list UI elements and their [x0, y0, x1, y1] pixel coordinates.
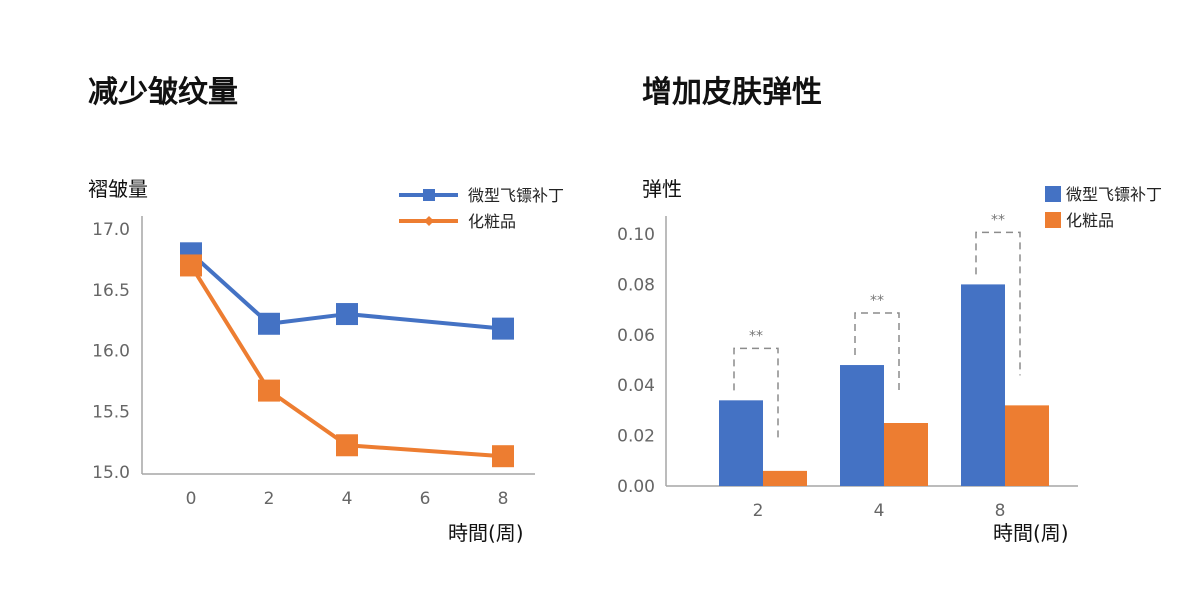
significance-bracket: [975, 231, 1021, 376]
significance-label: **: [749, 328, 763, 344]
significance-bracket: [733, 347, 779, 441]
series-line-2: [189, 264, 504, 459]
data-point-marker: [258, 379, 280, 402]
left-y-axis-label: 褶皱量: [88, 177, 148, 201]
left-y-tick-label: 17.0: [92, 220, 130, 240]
right-y-tick-label: 0.08: [617, 275, 655, 295]
left-x-tick-label: 6: [420, 489, 431, 509]
left-x-tick-label: 8: [498, 489, 509, 509]
right-x-axis-label: 時間(周): [993, 521, 1069, 545]
legend-label-1: 微型飞镖补丁: [468, 186, 564, 205]
bar-cosmetic: [1005, 405, 1049, 486]
right-y-tick-label: 0.00: [617, 477, 655, 497]
right-y-tick-label: 0.02: [617, 427, 655, 447]
legend-swatch-1: [1045, 186, 1061, 202]
right-y-tick-label: 0.06: [617, 326, 655, 346]
left-y-tick-label: 16.0: [92, 342, 130, 362]
data-point-marker: [336, 303, 358, 326]
right-y-tick-label: 0.10: [617, 225, 655, 245]
legend-marker-square: [423, 189, 435, 201]
data-point-marker: [180, 254, 202, 277]
legend-label-2: 化粧品: [468, 212, 516, 231]
bar-cosmetic: [884, 423, 928, 486]
left-x-tick-label: 0: [186, 489, 197, 509]
legend-label-1: 微型飞镖补丁: [1066, 185, 1162, 204]
right-x-tick-label: 8: [995, 501, 1006, 521]
left-y-tick-label: 15.0: [92, 463, 130, 483]
data-point-marker: [492, 445, 514, 468]
series-line-1: [189, 251, 504, 331]
left-y-tick-label: 16.5: [92, 281, 130, 301]
bar-patch: [840, 365, 884, 486]
right-chart-title: 增加皮肤弹性: [642, 75, 822, 110]
right-y-tick-label: 0.04: [617, 376, 655, 396]
left-y-tick-label: 15.5: [92, 402, 130, 422]
right-x-tick-label: 4: [874, 501, 885, 521]
left-x-axis-label: 時間(周): [448, 521, 524, 545]
right-y-axis-label: 弹性: [642, 177, 682, 201]
left-x-tick-label: 2: [264, 489, 275, 509]
legend-swatch-2: [1045, 212, 1061, 228]
legend-marker-diamond: [424, 216, 434, 226]
right-x-tick-label: 2: [753, 501, 764, 521]
legend-label-2: 化粧品: [1066, 211, 1114, 230]
bar-patch: [719, 400, 763, 486]
data-point-marker: [492, 317, 514, 340]
bar-cosmetic: [763, 470, 807, 486]
significance-label: **: [991, 212, 1005, 228]
left-chart-title: 减少皱纹量: [88, 75, 238, 110]
left-x-tick-label: 4: [342, 489, 353, 509]
data-point-marker: [258, 312, 280, 335]
significance-bracket: [854, 312, 900, 393]
bar-patch: [961, 284, 1005, 486]
data-point-marker: [336, 434, 358, 457]
significance-label: **: [870, 293, 884, 309]
